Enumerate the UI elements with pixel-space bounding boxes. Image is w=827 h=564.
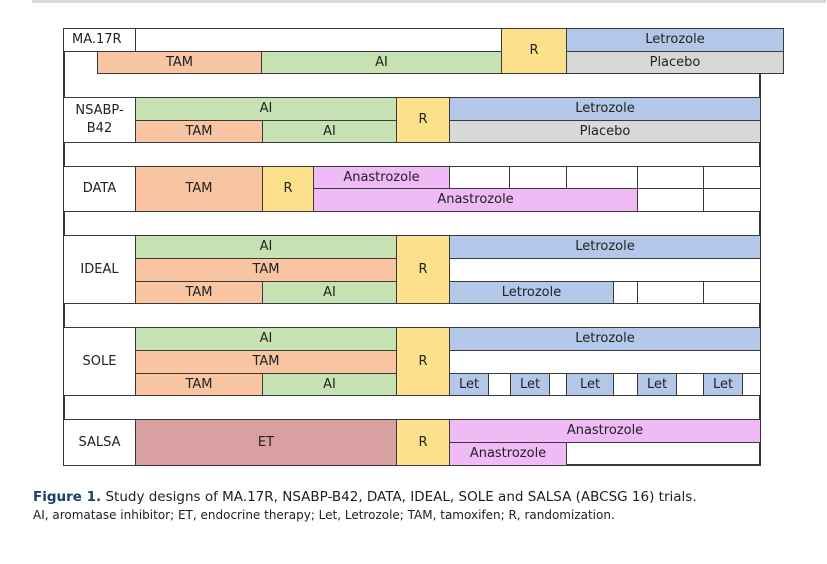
caption-title-line: Figure 1. Study designs of MA.17R, NSABP… <box>33 488 823 506</box>
nsabp-randomization: R <box>396 97 450 143</box>
sole-let-2: Let <box>510 373 550 396</box>
ma17r-blank <box>135 28 502 52</box>
trial-label-salsa: SALSA <box>63 419 136 466</box>
data-anastrozole-long: Anastrozole <box>313 188 638 212</box>
data-randomization: R <box>262 166 314 212</box>
ma17r-ai: AI <box>261 51 502 74</box>
sole-gap <box>613 373 638 396</box>
sole-tam: TAM <box>135 373 263 396</box>
nsabp-ai-bottom: AI <box>262 120 397 143</box>
ideal-letrozole-short: Letrozole <box>449 281 614 304</box>
ideal-grid-cell <box>703 281 761 304</box>
ideal-randomization: R <box>396 235 450 304</box>
ma17r-tam: TAM <box>97 51 262 74</box>
sole-gap <box>549 373 567 396</box>
sole-gap <box>488 373 511 396</box>
sole-gap <box>676 373 704 396</box>
ideal-ai-bottom: AI <box>262 281 397 304</box>
data-grid-cell <box>449 166 510 189</box>
trial-label-nsabp-b42: NSABP- B42 <box>63 97 136 143</box>
nsabp-ai-top: AI <box>135 97 397 121</box>
sole-let-4: Let <box>637 373 677 396</box>
sole-gap <box>742 373 761 396</box>
sole-ai-bottom: AI <box>262 373 397 396</box>
data-anastrozole-short: Anastrozole <box>313 166 450 189</box>
nsabp-tam: TAM <box>135 120 263 143</box>
nsabp-placebo: Placebo <box>449 120 761 143</box>
sole-letrozole-long: Letrozole <box>449 327 761 351</box>
sole-let-3: Let <box>566 373 614 396</box>
ma17r-placebo: Placebo <box>566 51 784 74</box>
salsa-et: ET <box>135 419 397 466</box>
data-tam: TAM <box>135 166 263 212</box>
ideal-ai-top: AI <box>135 235 397 259</box>
ma17r-letrozole: Letrozole <box>566 28 784 52</box>
sole-randomization: R <box>396 327 450 396</box>
data-grid-cell <box>703 166 761 189</box>
trial-label-ideal: IDEAL <box>63 235 136 304</box>
top-rule <box>32 0 826 3</box>
data-grid-cell <box>566 166 638 189</box>
ideal-grid-cell <box>637 281 704 304</box>
sole-blank-row <box>449 350 761 374</box>
data-grid-cell <box>637 166 704 189</box>
salsa-anastrozole-short: Anastrozole <box>449 442 567 466</box>
ideal-grid-cell <box>613 281 638 304</box>
nsabp-letrozole: Letrozole <box>449 97 761 121</box>
salsa-randomization: R <box>396 419 450 466</box>
sole-ai-top: AI <box>135 327 397 351</box>
figure-caption: Figure 1. Study designs of MA.17R, NSABP… <box>33 488 823 523</box>
sole-tam-full: TAM <box>135 350 397 374</box>
data-grid-cell <box>637 188 704 212</box>
sole-let-1: Let <box>449 373 489 396</box>
trial-label-ma17r: MA.17R <box>63 28 136 52</box>
sole-let-5: Let <box>703 373 743 396</box>
caption-title: Study designs of MA.17R, NSABP-B42, DATA… <box>105 489 697 505</box>
data-grid-cell <box>703 188 761 212</box>
ideal-letrozole-long: Letrozole <box>449 235 761 259</box>
ideal-tam-full: TAM <box>135 258 397 282</box>
caption-abbreviations: AI, aromatase inhibitor; ET, endocrine t… <box>33 508 615 522</box>
figure-number: Figure 1. <box>33 489 102 505</box>
ideal-blank-row <box>449 258 761 282</box>
ideal-tam: TAM <box>135 281 263 304</box>
salsa-anastrozole-long: Anastrozole <box>449 419 761 443</box>
trial-label-sole: SOLE <box>63 327 136 396</box>
data-grid-cell <box>509 166 567 189</box>
ma17r-randomization: R <box>501 28 567 74</box>
trial-label-data: DATA <box>63 166 136 212</box>
